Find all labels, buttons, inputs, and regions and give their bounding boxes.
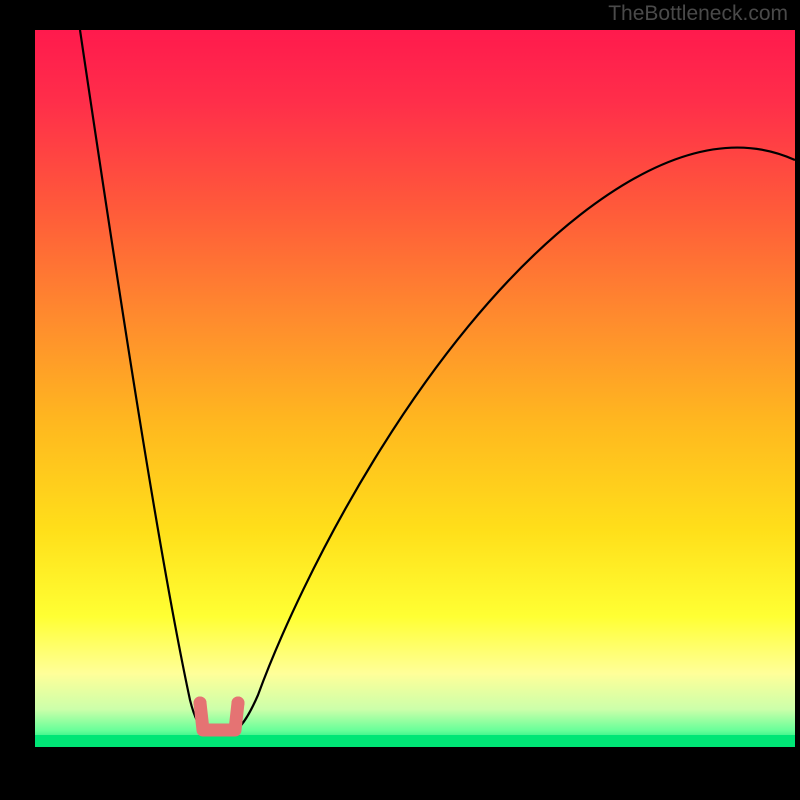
bottleneck-curve-left xyxy=(80,30,205,730)
optimal-dip-marker xyxy=(200,703,238,730)
dip-endpoint-right xyxy=(232,697,245,710)
bottleneck-curve-right xyxy=(235,148,795,730)
dip-endpoint-left xyxy=(194,697,207,710)
chart-container: TheBottleneck.com xyxy=(0,0,800,800)
watermark-text: TheBottleneck.com xyxy=(608,2,788,26)
chart-svg xyxy=(0,0,800,800)
